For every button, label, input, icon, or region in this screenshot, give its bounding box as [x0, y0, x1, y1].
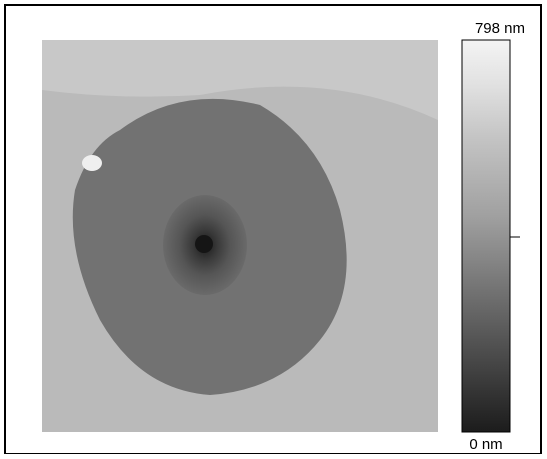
colorbar-top-label: 798 nm: [475, 20, 525, 37]
afm-image: [42, 40, 438, 432]
bright-spot: [82, 155, 102, 171]
pit-core: [195, 235, 213, 253]
colorbar-bottom-label: 0 nm: [469, 436, 502, 453]
afm-view: 798 nm 0 nm: [0, 0, 547, 454]
page: 798 nm 0 nm (() => { const data = JSON.p…: [0, 0, 547, 459]
colorbar: [462, 40, 510, 432]
